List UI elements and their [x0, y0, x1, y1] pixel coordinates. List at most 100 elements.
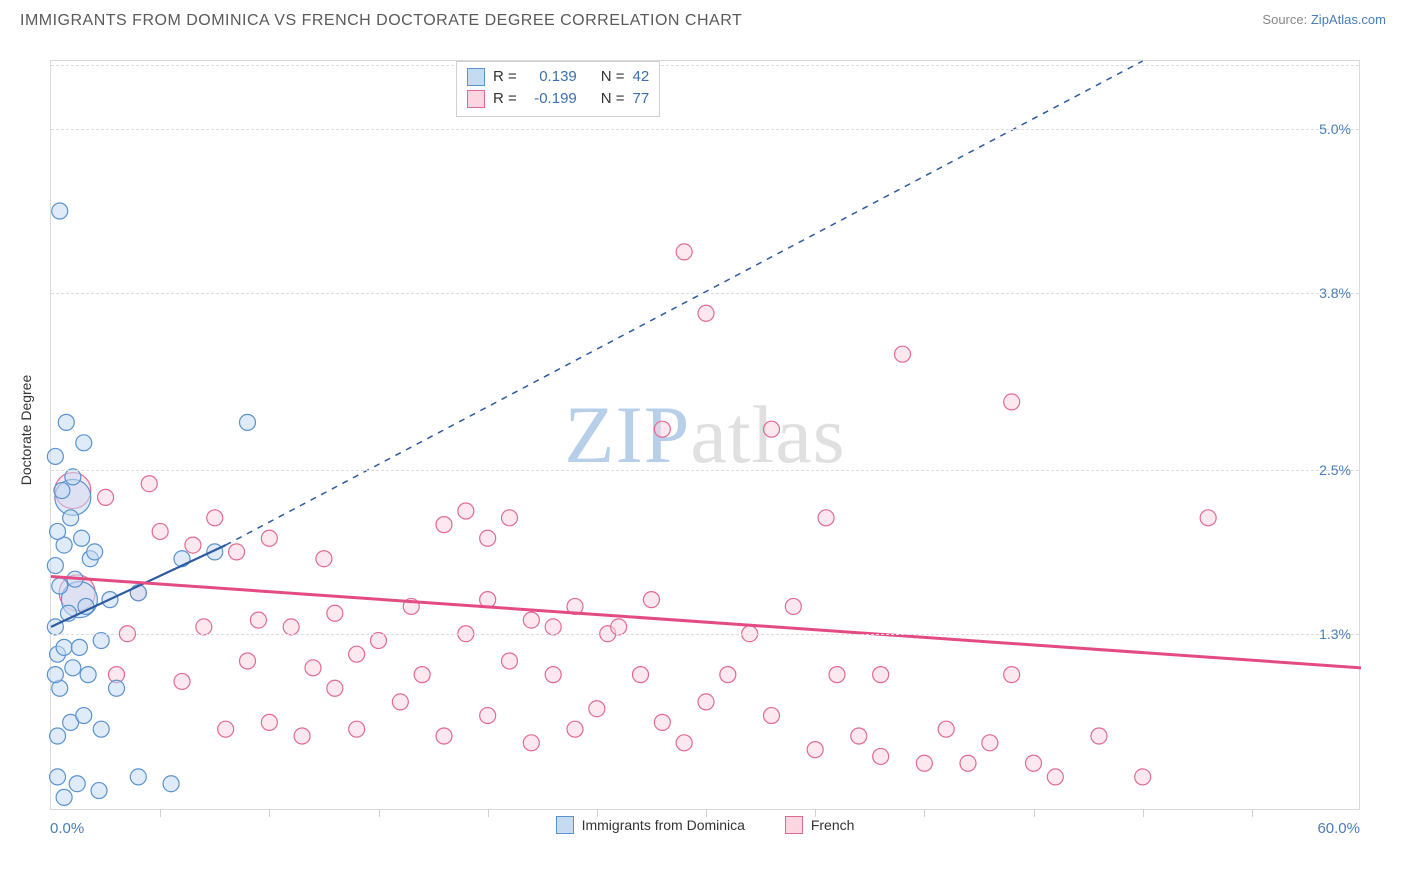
data-point [349, 721, 365, 737]
data-point [93, 633, 109, 649]
gridline [51, 470, 1359, 471]
data-point [523, 612, 539, 628]
data-point [633, 667, 649, 683]
data-point [698, 305, 714, 321]
data-point [480, 530, 496, 546]
data-point [851, 728, 867, 744]
data-point [261, 530, 277, 546]
data-point [56, 537, 72, 553]
data-point [50, 769, 66, 785]
data-point [63, 510, 79, 526]
y-tick-label: 5.0% [1306, 121, 1351, 137]
swatch-dominica [467, 68, 485, 86]
data-point [829, 667, 845, 683]
gridline [51, 129, 1359, 130]
data-point [63, 714, 79, 730]
data-point [93, 721, 109, 737]
data-point [47, 667, 63, 683]
data-point [654, 714, 670, 730]
data-point [938, 721, 954, 737]
data-point [720, 667, 736, 683]
data-point [196, 619, 212, 635]
r-label: R = [493, 88, 517, 110]
gridline [51, 65, 1359, 66]
data-point [59, 575, 95, 611]
data-point [55, 473, 91, 509]
data-point [1047, 769, 1063, 785]
y-tick-label: 3.8% [1306, 285, 1351, 301]
data-point [185, 537, 201, 553]
data-point [174, 551, 190, 567]
data-point [50, 523, 66, 539]
data-point [371, 633, 387, 649]
trend-line [226, 61, 1143, 545]
data-point [982, 735, 998, 751]
data-point [873, 748, 889, 764]
data-point [67, 571, 83, 587]
trend-line [51, 576, 1361, 667]
y-axis-title: Doctorate Degree [18, 375, 34, 486]
data-point [76, 708, 92, 724]
data-point [1026, 755, 1042, 771]
data-point [1135, 769, 1151, 785]
data-point [47, 448, 63, 464]
data-point [611, 619, 627, 635]
data-point [240, 653, 256, 669]
data-point [109, 680, 125, 696]
data-point [895, 346, 911, 362]
data-point [764, 708, 780, 724]
data-point [305, 660, 321, 676]
swatch-french [467, 90, 485, 108]
legend-row-french: R = -0.199 N = 77 [467, 88, 649, 110]
data-point [50, 646, 66, 662]
data-point [764, 421, 780, 437]
data-point [1004, 394, 1020, 410]
data-point [52, 578, 68, 594]
r-value-french: -0.199 [525, 88, 577, 110]
source-link[interactable]: ZipAtlas.com [1311, 12, 1386, 27]
data-point [873, 667, 889, 683]
data-point [87, 544, 103, 560]
data-point [54, 483, 70, 499]
x-axis-labels: 0.0% 60.0% [50, 820, 1360, 850]
data-point [207, 544, 223, 560]
data-point [71, 639, 87, 655]
data-point [523, 735, 539, 751]
chart-source: Source: ZipAtlas.com [1262, 12, 1386, 27]
data-point [589, 701, 605, 717]
data-point [403, 598, 419, 614]
data-point [141, 476, 157, 492]
data-point [76, 435, 92, 451]
data-point [98, 489, 114, 505]
data-point [229, 544, 245, 560]
n-value-dominica: 42 [633, 66, 650, 88]
watermark-zip: ZIP [564, 389, 690, 480]
gridline [51, 634, 1359, 635]
data-point [82, 551, 98, 567]
data-point [130, 769, 146, 785]
data-point [458, 503, 474, 519]
watermark-atlas: atlas [690, 389, 845, 480]
data-point [55, 479, 91, 515]
data-point [643, 592, 659, 608]
data-point [480, 708, 496, 724]
data-point [56, 639, 72, 655]
data-point [109, 667, 125, 683]
data-point [283, 619, 299, 635]
legend-row-dominica: R = 0.139 N = 42 [467, 66, 649, 88]
x-min-label: 0.0% [50, 820, 84, 837]
data-point [78, 598, 94, 614]
x-max-label: 60.0% [1317, 820, 1360, 837]
data-point [74, 530, 90, 546]
data-point [207, 510, 223, 526]
data-point [316, 551, 332, 567]
data-point [1200, 510, 1216, 526]
data-point [807, 742, 823, 758]
data-point [327, 680, 343, 696]
data-point [436, 517, 452, 533]
y-tick-label: 2.5% [1306, 462, 1351, 478]
watermark: ZIPatlas [564, 388, 845, 482]
r-value-dominica: 0.139 [525, 66, 577, 88]
data-point [545, 667, 561, 683]
data-point [52, 203, 68, 219]
